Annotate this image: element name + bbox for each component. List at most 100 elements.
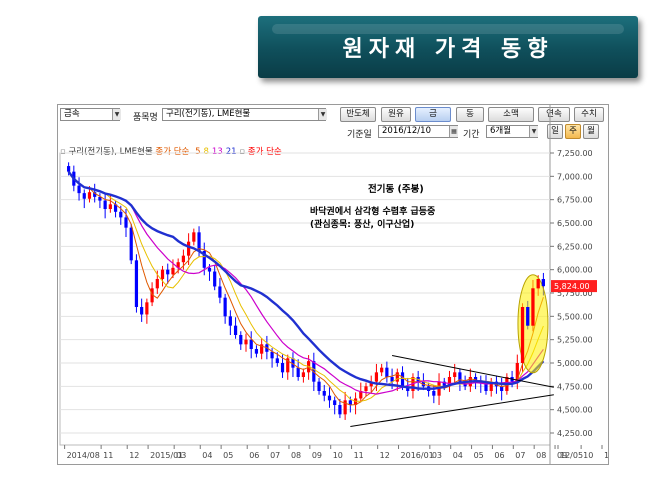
candle-body: [348, 400, 352, 405]
candle-body: [166, 269, 170, 275]
legend-bullet-icon: ▫: [60, 147, 66, 157]
candle-body: [390, 377, 394, 382]
candle-body: [526, 307, 530, 326]
candle-body: [374, 372, 379, 382]
candle-body: [171, 267, 175, 275]
candle-body: [187, 241, 191, 256]
candle-body: [327, 395, 332, 401]
last-price-tag: [551, 280, 597, 293]
x-tick-label: 12/05: [560, 451, 583, 460]
legend-ma-label: 종가 단순: [155, 147, 190, 157]
candle-body: [254, 349, 259, 354]
candle-body: [207, 267, 212, 272]
chart-annotation-title: 전기동 (주봉): [368, 184, 424, 195]
candle-body: [181, 255, 185, 263]
x-tick-label: 08: [536, 451, 546, 460]
market-dropdown-icon[interactable]: ▼: [112, 109, 121, 120]
button-3[interactable]: 동: [456, 107, 484, 122]
candle-body: [192, 232, 196, 242]
candle-body: [108, 204, 112, 209]
candle-body: [322, 391, 326, 396]
button-5[interactable]: 연속: [538, 107, 570, 122]
candle-body: [291, 358, 295, 368]
candle-body: [176, 262, 180, 268]
candle-body: [93, 192, 97, 197]
candle-body: [140, 307, 144, 315]
candle-body: [77, 185, 81, 194]
candle-body: [103, 200, 107, 209]
x-tick-label: 2015/01: [150, 451, 183, 460]
freq-button-0[interactable]: 일: [547, 124, 563, 139]
x-tick-label: 03: [432, 451, 442, 460]
ma13-line: [68, 171, 544, 395]
legend-ma-periods: 5 8 13 21: [192, 147, 237, 157]
candle-body: [442, 381, 446, 387]
x-tick-label: 2016/01: [401, 451, 434, 460]
legend-close-label: 종가 단순: [247, 147, 282, 157]
freq-button-1[interactable]: 주: [565, 124, 581, 139]
candle-body: [484, 383, 488, 391]
price-chart[interactable]: 7,250.00 7,000.00 6,750.00 6,500.00 6,250.00…: [58, 105, 609, 465]
legend-ma-period-21: 21: [225, 147, 237, 157]
button-0[interactable]: 반도체: [340, 107, 376, 122]
candle-body: [134, 260, 139, 307]
candle-body: [531, 288, 535, 326]
candle-body: [432, 391, 436, 396]
chart-annotation-line1: 바닥권에서 삼각형 수렴후 급등중: [310, 207, 436, 217]
candle-body: [364, 386, 368, 391]
item-label: 품목명: [133, 113, 158, 123]
candle-body: [113, 204, 118, 212]
x-tick-label: 09: [312, 451, 322, 460]
candle-body: [400, 372, 405, 387]
candle-body: [338, 405, 342, 415]
candle-body: [82, 193, 86, 199]
x-tick-label: 12: [129, 451, 139, 460]
button-2[interactable]: 금: [415, 107, 451, 122]
x-tick-label: 03: [176, 451, 186, 460]
calendar-icon[interactable]: ▦: [449, 126, 458, 137]
candle-body: [458, 372, 462, 382]
y-tick-label: 6,250.00: [557, 242, 593, 251]
button-1[interactable]: 원유: [381, 107, 411, 122]
candle-body: [515, 363, 519, 382]
date-label: 기준일: [347, 130, 372, 140]
candle-body: [369, 381, 373, 387]
candle-body: [333, 400, 337, 405]
candle-body: [270, 351, 274, 359]
candle-body: [406, 386, 410, 391]
candle-body: [500, 386, 504, 391]
button-4[interactable]: 소맥: [488, 107, 534, 122]
x-tick-label: 11: [103, 451, 113, 460]
legend-bullet2-icon: ▫: [239, 147, 246, 157]
x-tick-label: 11: [604, 451, 609, 460]
x-tick-label: 04: [202, 451, 212, 460]
button-6[interactable]: 수치: [574, 107, 604, 122]
period-dropdown-icon[interactable]: ▼: [529, 126, 538, 137]
y-tick-label: 7,250.00: [557, 149, 593, 158]
legend-ma-period-8: 8: [203, 147, 209, 157]
legend-ma-period-5: 5: [195, 147, 201, 157]
freq-button-2[interactable]: 월: [583, 124, 599, 139]
candle-body: [317, 381, 321, 391]
candle-body: [213, 271, 217, 287]
period-select-value: 6개월: [490, 126, 512, 136]
plot-frame: [59, 152, 551, 446]
ma8-line: [68, 171, 544, 402]
banner-title: 원자재 가격 동향: [342, 37, 554, 62]
candle-body: [359, 391, 363, 399]
triangle-lower-line: [350, 394, 554, 427]
item-dropdown-icon[interactable]: ▼: [318, 109, 327, 120]
candle-body: [124, 217, 128, 228]
y-tick-label: 6,750.00: [557, 196, 593, 205]
x-tick-label: 11: [354, 451, 364, 460]
chart-legend: ▫ 구리(전기동), LME현물 종가 단순 5 8 13 21 ▫ 종가 단순: [60, 145, 282, 157]
candle-body: [87, 192, 92, 199]
candle-body: [150, 288, 154, 303]
candle-body: [223, 297, 227, 317]
x-tick-label: 06: [494, 451, 504, 460]
candle-body: [453, 372, 457, 377]
page-banner: 원자재 가격 동향: [258, 16, 638, 78]
candle-body: [275, 358, 279, 363]
ma5-line: [68, 171, 544, 406]
y-tick-label: 4,500.00: [557, 406, 593, 415]
